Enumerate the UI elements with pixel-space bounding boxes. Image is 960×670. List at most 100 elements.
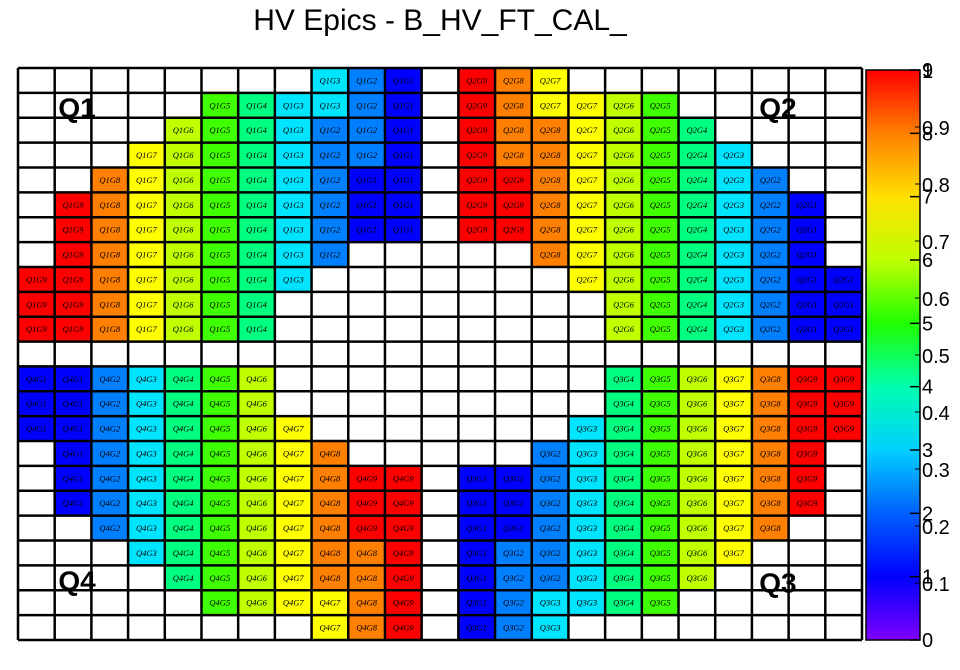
heatmap-cell	[788, 266, 826, 292]
heatmap-cell	[348, 540, 385, 566]
heatmap-cell	[311, 565, 349, 591]
heatmap-cell	[238, 366, 275, 392]
cell-label: Q3G8	[760, 523, 782, 533]
heatmap-cell	[715, 540, 752, 566]
cell-label: Q1G9	[63, 200, 85, 210]
heatmap-cell	[91, 217, 129, 243]
cell-label: Q2G3	[723, 200, 744, 210]
cell-label: Q3G5	[650, 573, 671, 583]
cell-label: Q3G9	[797, 448, 819, 458]
heatmap-cell	[458, 590, 496, 616]
heatmap-cell	[128, 465, 165, 491]
cell-label: Q4G1	[26, 424, 47, 434]
heatmap-cell	[201, 515, 239, 541]
heatmap-cell	[164, 242, 202, 267]
heatmap-cell	[641, 515, 679, 541]
cell-label: Q3G9	[833, 374, 855, 384]
heatmap-cell	[384, 565, 422, 591]
heatmap-cell	[531, 68, 569, 93]
cell-label: Q4G7	[320, 598, 342, 608]
heatmap-cell	[201, 192, 239, 218]
heatmap-cell	[201, 167, 239, 193]
heatmap-cell	[164, 391, 202, 417]
heatmap-cell	[311, 590, 349, 616]
cell-label: Q1G2	[356, 75, 378, 85]
heatmap-cell	[348, 167, 385, 193]
heatmap-cell	[18, 416, 55, 442]
cell-label: Q3G8	[760, 448, 782, 458]
heatmap-cell	[751, 217, 789, 243]
cell-label: Q3G9	[797, 424, 819, 434]
heatmap-cell	[18, 291, 55, 317]
cell-label: Q1G4	[246, 125, 268, 135]
heatmap-cell	[274, 590, 312, 616]
heatmap-cell	[715, 242, 752, 267]
cell-label: Q4G5	[209, 573, 230, 583]
cell-label: Q4G8	[356, 623, 378, 633]
cell-label: Q3G7	[723, 548, 745, 558]
heatmap-cell	[568, 540, 606, 566]
cell-label: Q3G3	[576, 523, 597, 533]
cell-label: Q4G1	[63, 448, 84, 458]
cell-label: Q3G4	[613, 598, 635, 608]
heatmap-cell	[605, 391, 642, 417]
cell-label: Q1G8	[99, 200, 121, 210]
cell-label: Q4G5	[209, 473, 230, 483]
cell-label: Q4G4	[173, 548, 195, 558]
heatmap-cell	[128, 490, 165, 516]
heatmap-cell	[495, 540, 532, 566]
heatmap-cell	[495, 68, 532, 93]
cell-label: Q2G1	[833, 274, 854, 284]
cell-label: Q4G4	[173, 523, 195, 533]
colorbar-overlay-tick-label: 0.1	[922, 574, 950, 596]
cell-label: Q4G3	[136, 424, 157, 434]
cell-label: Q4G8	[320, 473, 342, 483]
heatmap-cell	[348, 565, 385, 591]
heatmap-cell	[751, 465, 789, 491]
heatmap-cell	[641, 92, 679, 118]
heatmap-cell	[715, 391, 752, 417]
colorbar-overlay-tick-label: 0.5	[922, 346, 950, 368]
cell-label: Q2G6	[613, 274, 635, 284]
cell-label: Q3G4	[613, 498, 635, 508]
cell-label: Q3G5	[650, 523, 671, 533]
heatmap-cell	[274, 167, 312, 193]
cell-label: Q3G9	[797, 473, 819, 483]
cell-label: Q1G6	[173, 324, 195, 334]
cell-label: Q2G6	[613, 299, 635, 309]
cell-label: Q2G5	[650, 150, 671, 160]
cell-label: Q1G1	[393, 125, 414, 135]
heatmap-cell	[605, 515, 642, 541]
cell-label: Q3G2	[503, 548, 525, 558]
cell-label: Q4G7	[283, 523, 305, 533]
heatmap-cell	[274, 416, 312, 442]
cell-label: Q3G1	[503, 523, 524, 533]
heatmap-cell	[605, 565, 642, 591]
heatmap-cell	[605, 590, 642, 616]
cell-label: Q4G8	[320, 498, 342, 508]
heatmap-cell	[128, 266, 165, 292]
heatmap-cell	[384, 192, 422, 218]
cell-label: Q2G3	[723, 299, 744, 309]
cell-label: Q1G1	[393, 75, 414, 85]
cell-label: Q2G4	[686, 150, 708, 160]
heatmap-cell	[54, 441, 92, 466]
cell-label: Q2G7	[576, 250, 598, 260]
heatmap-cell	[164, 266, 202, 292]
heatmap-cell	[128, 192, 165, 218]
cell-label: Q3G5	[650, 424, 671, 434]
cell-label: Q2G6	[613, 200, 635, 210]
cell-label: Q4G8	[356, 548, 378, 558]
heatmap-cell	[641, 416, 679, 442]
heatmap-cell	[91, 465, 129, 491]
cell-label: Q3G4	[613, 374, 635, 384]
cell-label: Q3G2	[503, 623, 525, 633]
cell-label: Q4G7	[283, 424, 305, 434]
cell-label: Q2G8	[540, 225, 562, 235]
cell-label: Q2G6	[613, 150, 635, 160]
heatmap-cell	[678, 515, 716, 541]
cell-label: Q3G3	[540, 598, 561, 608]
heatmap-cell	[458, 540, 496, 566]
cell-label: Q2G4	[686, 175, 708, 185]
heatmap-cell	[678, 117, 716, 143]
